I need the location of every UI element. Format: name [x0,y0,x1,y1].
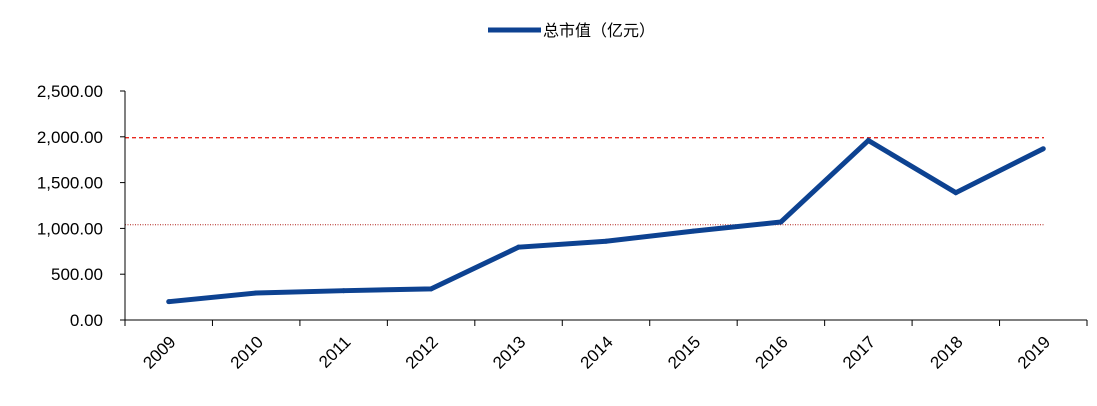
y-axis-ticks: 0.00 500.00 1,000.00 1,500.00 2,000.00 2,500.… [37,82,125,330]
x-tick-label: 2017 [839,332,879,372]
y-tick-label: 500.00 [51,265,103,284]
data-point-2013 [516,244,522,250]
data-point-2017 [865,137,871,143]
legend: 总市值（亿元） [488,21,655,40]
y-tick-label: 2,000.00 [37,128,103,147]
y-tick-label: 1,500.00 [37,174,103,193]
data-point-2011 [341,288,347,294]
data-point-2009 [166,299,172,305]
x-tick-label: 2018 [926,332,966,372]
x-tick-label: 2014 [577,332,617,372]
data-point-2018 [953,190,959,196]
legend-label: 总市值（亿元） [543,21,655,40]
data-point-2015 [690,228,696,234]
data-point-2014 [603,238,609,244]
x-tick-label: 2016 [752,332,792,372]
x-tick-label: 2011 [315,332,354,371]
axes [124,91,1087,321]
y-tick-label: 0.00 [70,311,103,330]
x-tick-label: 2012 [402,332,442,372]
y-tick-label: 1,000.00 [37,219,103,238]
x-axis-ticks: 2009 2010 2011 2012 2013 2014 2015 2016 2017 2018… [124,320,1088,373]
data-point-2012 [428,286,434,292]
x-tick-label: 2013 [489,332,529,372]
x-tick-label: 2010 [227,332,267,372]
x-tick-label: 2019 [1014,332,1054,372]
data-point-2019 [1040,146,1046,152]
data-point-2010 [253,290,259,296]
reference-lines [125,137,1044,226]
data-point-2016 [778,219,784,225]
series-line [168,137,1045,305]
series-layer [166,137,1046,305]
x-tick-label: 2015 [664,332,704,372]
y-tick-label: 2,500.00 [37,82,103,101]
x-tick-label: 2009 [139,332,179,372]
